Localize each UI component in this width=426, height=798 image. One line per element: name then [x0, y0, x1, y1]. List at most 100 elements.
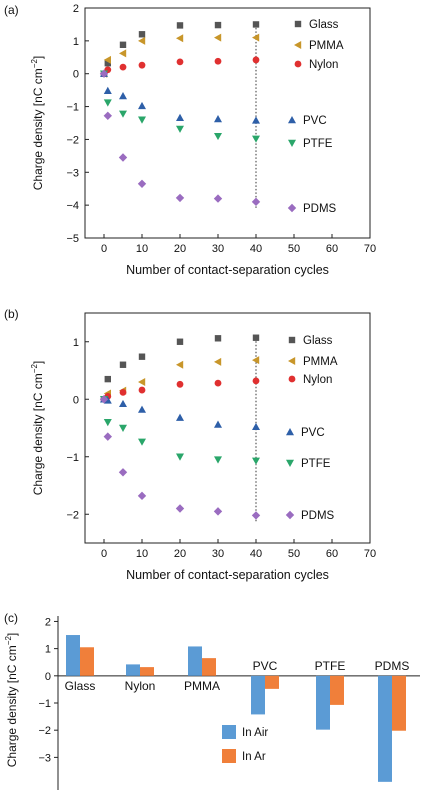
data-point	[213, 194, 223, 203]
legend-label: Nylon	[309, 59, 338, 71]
legend-label: PMMA	[303, 356, 338, 368]
bar	[66, 635, 80, 676]
legend-marker	[286, 459, 294, 467]
data-point	[251, 197, 261, 207]
data-point	[119, 41, 127, 48]
legend-label: In Air	[242, 727, 268, 739]
data-point	[103, 99, 112, 107]
data-point	[214, 33, 222, 42]
bar	[330, 675, 344, 705]
x-tick-label: 60	[326, 243, 338, 255]
x-axis-label: Number of contact-separation cycles	[126, 568, 329, 582]
legend-marker	[288, 375, 296, 383]
data-point	[118, 468, 128, 477]
legend-marker	[294, 41, 302, 49]
legend-marker	[285, 510, 295, 520]
data-point	[252, 56, 260, 64]
data-point	[119, 424, 127, 432]
data-point	[119, 361, 127, 368]
x-tick-label: 20	[174, 548, 186, 560]
y-tick-label: −2	[66, 134, 79, 146]
category-label: Glass	[65, 679, 96, 693]
y-tick-label: 2	[73, 3, 79, 15]
data-point	[214, 379, 222, 387]
legend-label: PVC	[303, 115, 327, 127]
panel-c-bar: (c) 2 1 0 −1 −2 −3 Charge density [nC cm−2] Glas…	[4, 611, 420, 790]
y-tick-label: −1	[66, 452, 79, 464]
data-point	[176, 58, 184, 66]
y-axis-label: Charge density [nC cm−2]	[4, 633, 19, 768]
y-tick-label: −2	[38, 725, 51, 737]
legend-swatch	[222, 749, 236, 763]
data-point	[138, 386, 146, 394]
x-tick-label: 40	[250, 548, 262, 560]
bar	[188, 646, 202, 676]
data-point	[214, 420, 222, 428]
plot-frame	[84, 312, 371, 544]
y-tick-label: 2	[45, 616, 51, 628]
legend-label: Nylon	[303, 374, 332, 386]
data-point	[175, 504, 185, 513]
data-point	[118, 153, 128, 162]
bar	[392, 675, 406, 731]
data-point	[99, 395, 109, 404]
data-point	[252, 334, 260, 341]
data-point	[138, 31, 146, 38]
panel-label: (a)	[4, 3, 19, 17]
legend-marker	[288, 116, 296, 124]
data-point	[103, 432, 112, 441]
plot-frame	[84, 7, 371, 239]
y-tick-label: 1	[45, 644, 51, 656]
data-point	[119, 110, 127, 118]
data-point	[176, 22, 184, 29]
data-point	[103, 111, 112, 120]
data-point	[138, 353, 146, 360]
category-label: PVC	[253, 659, 278, 673]
x-tick-label: 0	[101, 548, 107, 560]
x-tick-label: 60	[326, 548, 338, 560]
data-point	[252, 135, 260, 143]
data-point	[119, 399, 127, 408]
x-tick-label: 0	[101, 243, 107, 255]
x-tick-label: 40	[250, 243, 262, 255]
legend-marker	[287, 203, 297, 213]
data-point	[252, 33, 260, 42]
category-label: Nylon	[125, 679, 156, 693]
data-point	[119, 63, 127, 71]
data-point	[119, 92, 127, 100]
panel-label: (c)	[4, 611, 18, 625]
data-point	[138, 116, 146, 124]
data-point	[176, 453, 184, 461]
category-label: PMMA	[184, 679, 220, 693]
x-tick-label: 30	[212, 243, 224, 255]
data-point	[138, 36, 146, 45]
bar	[202, 658, 216, 676]
bar	[80, 647, 94, 676]
x-tick-label: 70	[364, 243, 376, 255]
data-point	[119, 49, 127, 58]
data-point	[103, 86, 112, 94]
legend-label: PDMS	[303, 203, 337, 215]
data-point	[104, 60, 111, 67]
data-point	[176, 34, 184, 43]
data-point	[119, 388, 127, 396]
x-tick-label: 10	[136, 243, 148, 255]
data-point	[252, 457, 260, 465]
y-tick-label: −4	[66, 200, 79, 212]
data-point	[103, 419, 112, 427]
y-axis-label: Charge density [nC cm−2]	[30, 56, 45, 191]
legend-marker	[288, 357, 296, 365]
legend-label: PVC	[301, 427, 325, 439]
y-tick-label: −1	[66, 102, 79, 114]
bar	[316, 675, 330, 730]
data-point	[214, 357, 222, 366]
data-point	[252, 116, 260, 124]
data-point	[252, 377, 260, 385]
data-point	[103, 396, 112, 404]
data-point	[214, 132, 222, 141]
legend-marker	[286, 428, 294, 436]
legend-marker	[294, 20, 302, 28]
data-point	[138, 405, 146, 413]
data-point	[137, 491, 147, 501]
